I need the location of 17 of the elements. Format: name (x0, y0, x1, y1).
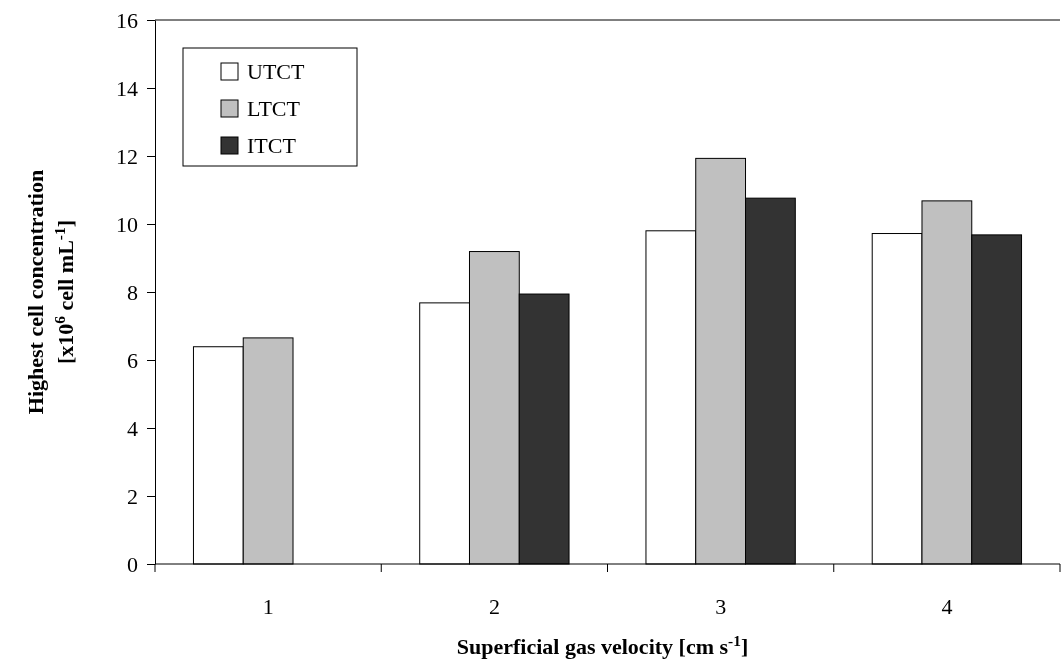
x-axis-title: Superficial gas velocity [cm s$^{-1}$] (456, 631, 749, 659)
legend-label: ITCT (247, 133, 297, 158)
x-tick-label: 4 (941, 594, 953, 619)
y-tick-label: 4 (127, 415, 138, 441)
y-tick-label: 16 (116, 7, 138, 33)
x-tick-label: 3 (715, 594, 727, 619)
x-tick-label: 2 (488, 594, 500, 619)
x-tick-label: 1 (262, 594, 274, 619)
y-tick-label: 8 (127, 279, 138, 305)
y-tick-label: 10 (116, 211, 138, 237)
y-tick-label: 0 (127, 551, 138, 577)
y-tick-label: 2 (127, 483, 138, 509)
legend-label: UTCT (247, 59, 305, 84)
y-tick-label: 14 (116, 75, 138, 101)
y-tick-label: 6 (127, 347, 138, 373)
legend-label: LTCT (247, 96, 301, 121)
y-tick-label: 12 (116, 143, 138, 169)
